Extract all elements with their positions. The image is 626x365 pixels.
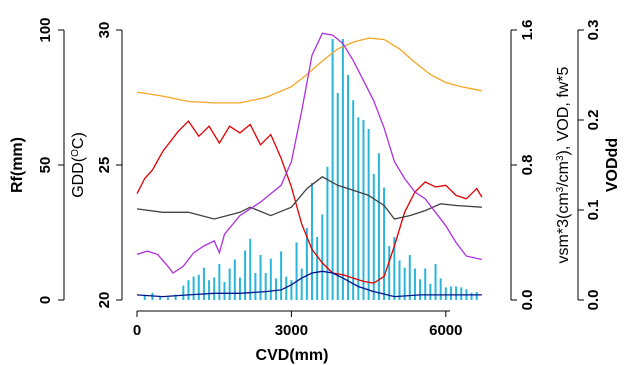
series-lines (136, 32, 483, 298)
vsm-axis: 0.0 0.8 1.6 vsm*3(cm3/cm3), VOD, fw*5 (510, 20, 573, 311)
series-line-5 (136, 270, 482, 298)
voddd-tick-label: 0.0 (585, 290, 602, 311)
series-line-3 (136, 176, 482, 220)
voddd-axis: 0.0 0.1 0.2 0.3 VODdd (577, 20, 621, 311)
series-line-4 (136, 32, 483, 274)
vsm-tick-label: 0.8 (519, 155, 536, 176)
voddd-bars (143, 39, 478, 300)
gdd-tick-label: 25 (96, 157, 113, 174)
rf-axis-title: Rf(mm) (9, 137, 26, 193)
gdd-tick-label: 20 (96, 292, 113, 309)
x-axis: 0 3000 6000 CVD(mm) (133, 310, 463, 364)
voddd-tick-label: 0.1 (585, 200, 602, 221)
x-tick-label: 6000 (429, 322, 462, 339)
vsm-axis-title: vsm*3(cm3/cm3), VOD, fw*5 (555, 66, 573, 263)
rf-axis: 0 50 100 Rf(mm) (9, 17, 65, 304)
vsm-tick-label: 0.0 (519, 290, 536, 311)
vsm-tick-label: 1.6 (519, 20, 536, 41)
rf-tick-label: 50 (37, 157, 54, 174)
gdd-tick-label: 30 (96, 22, 113, 39)
voddd-axis-title: VODdd (604, 138, 621, 192)
voddd-tick-label: 0.2 (585, 110, 602, 131)
series-line-1 (136, 37, 483, 104)
gdd-axis-title: GDD(OC) (70, 132, 88, 198)
series-line-2 (136, 120, 483, 284)
x-tick-label: 0 (133, 322, 141, 339)
x-tick-label: 3000 (275, 322, 308, 339)
rf-tick-label: 0 (37, 296, 54, 304)
gdd-axis: 20 25 30 GDD(OC) (70, 22, 123, 309)
rf-tick-label: 100 (37, 17, 54, 42)
x-axis-title: CVD(mm) (256, 347, 329, 364)
voddd-tick-label: 0.3 (585, 20, 602, 41)
